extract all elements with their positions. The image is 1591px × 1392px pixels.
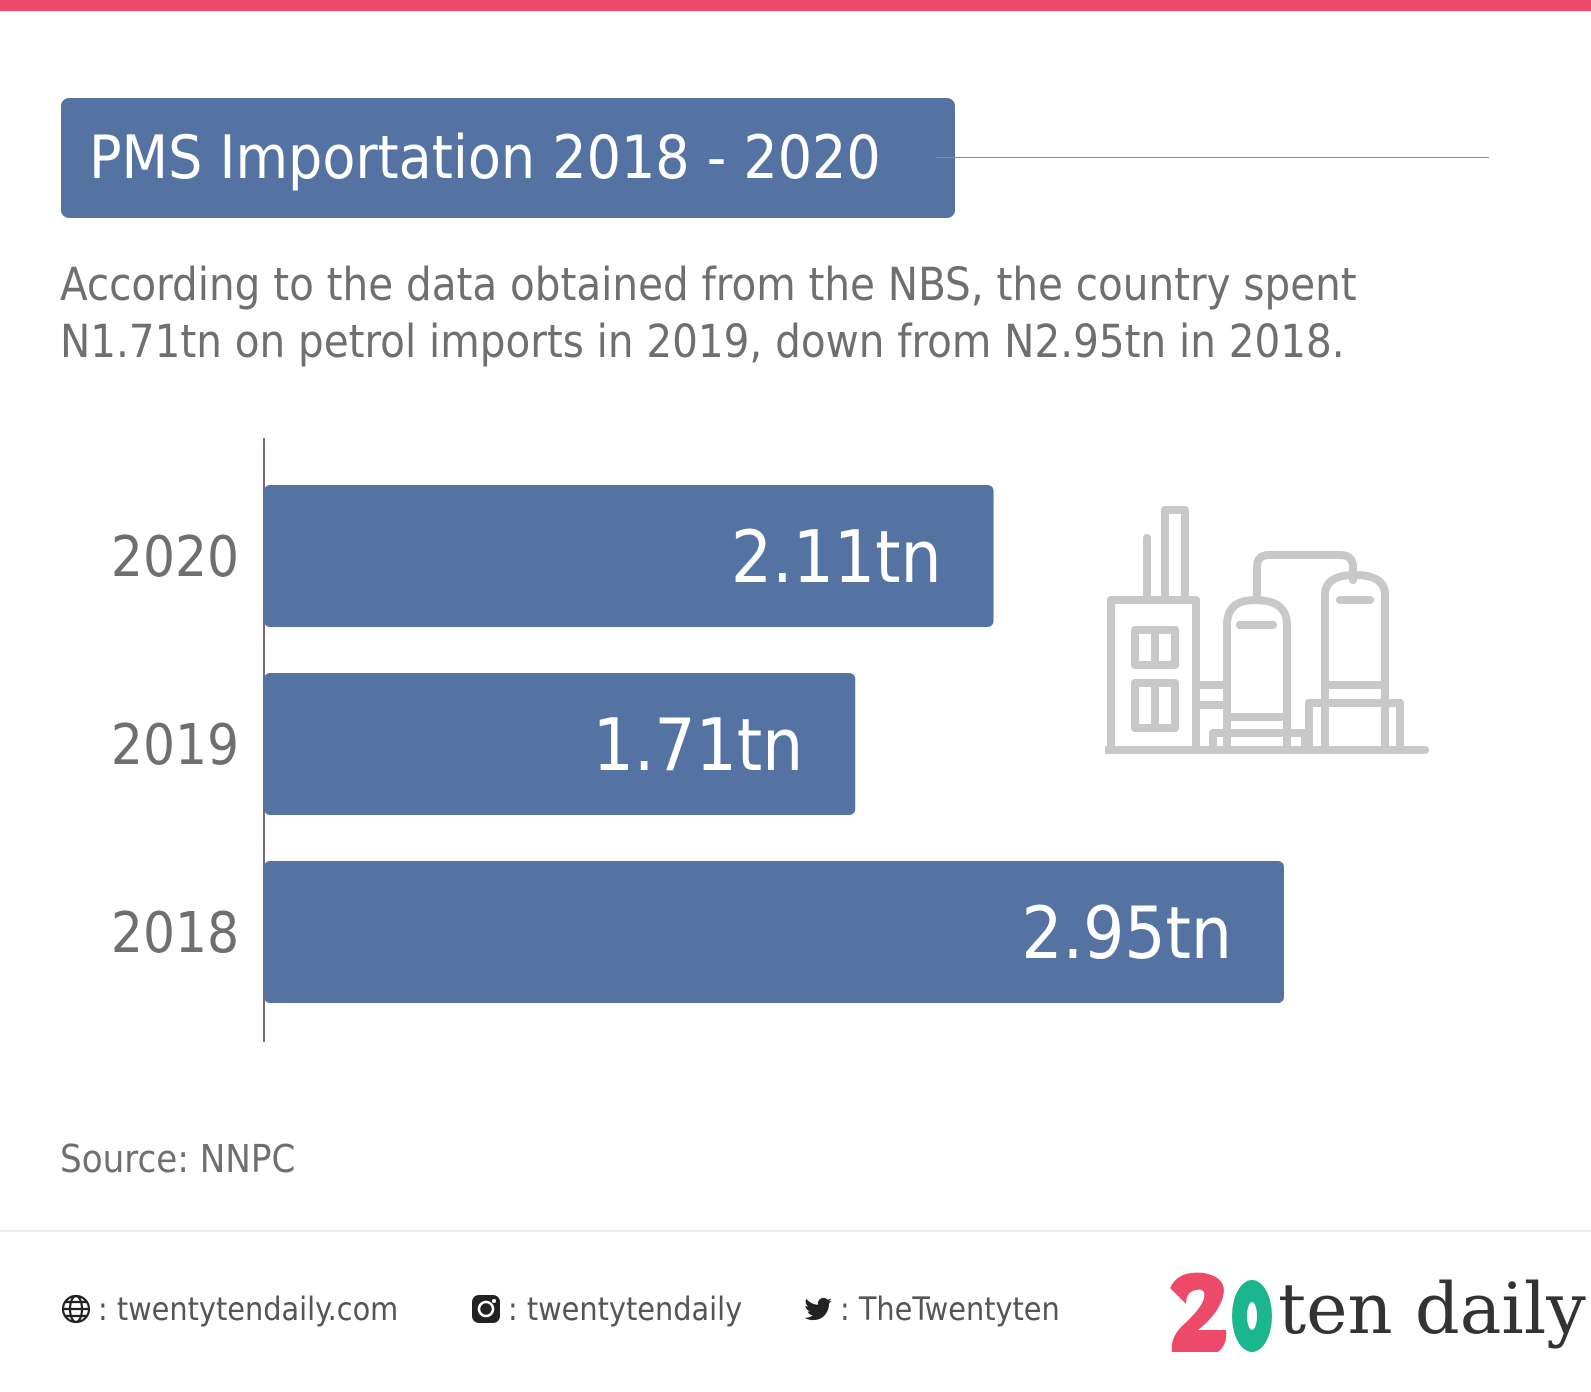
twitter-icon (804, 1297, 832, 1321)
subtitle: According to the data obtained from the … (60, 256, 1480, 370)
instagram-icon (472, 1295, 500, 1323)
bar-value-label: 1.71tn (593, 703, 804, 787)
bar-value-label: 2.11tn (731, 515, 942, 599)
bar-2020 (264, 485, 994, 627)
instagram-link[interactable]: : twentytendaily (470, 1290, 742, 1328)
bar-2019 (264, 673, 856, 815)
bar-value-label: 2.95tn (1021, 891, 1232, 975)
bar-chart: 2020 2.11tn 2019 1.71tn 2018 2.95tn (111, 438, 1284, 1042)
title-banner: PMS Importation 2018 - 2020 (61, 98, 955, 218)
instagram-text: : twentytendaily (508, 1290, 743, 1328)
y-tick-label: 2020 (111, 525, 239, 590)
bar-2018 (264, 861, 1284, 1003)
globe-icon (61, 1294, 91, 1324)
refinery-icon (1105, 506, 1429, 754)
page-title: PMS Importation 2018 - 2020 (89, 123, 881, 193)
footer-divider (0, 1230, 1591, 1232)
subtitle-line: According to the data obtained from the … (60, 258, 1357, 311)
website-text: : twentytendaily.com (98, 1290, 399, 1328)
logo-text: ten daily (1278, 1268, 1586, 1350)
twitter-text: : TheTwentyten (840, 1290, 1060, 1328)
title-divider (936, 157, 1489, 158)
footer: : twentytendaily.com : twentytendaily : … (0, 1268, 1591, 1358)
subtitle-line: N1.71tn on petrol imports in 2019, down … (60, 315, 1345, 368)
brand-logo: ten daily (1168, 1268, 1586, 1358)
source-note: Source: NNPC (60, 1137, 296, 1181)
y-tick-label: 2018 (111, 901, 239, 966)
top-accent-bar (0, 0, 1591, 11)
y-tick-label: 2019 (111, 713, 239, 778)
logo-mark (1170, 1272, 1272, 1352)
twitter-link[interactable]: : TheTwentyten (802, 1290, 1060, 1328)
website-link[interactable]: : twentytendaily.com (60, 1290, 398, 1328)
